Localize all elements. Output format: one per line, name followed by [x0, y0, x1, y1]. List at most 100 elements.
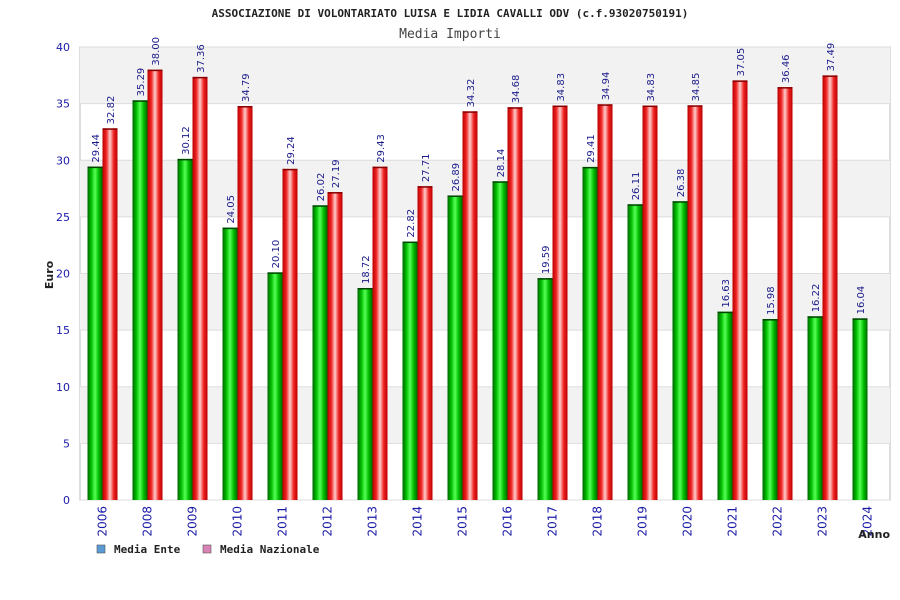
bar-cap: [447, 195, 463, 197]
bar-media-nazionale: [777, 87, 793, 500]
value-label: 16.63: [721, 279, 732, 308]
bar-media-ente: [357, 287, 373, 500]
legend-swatch-media-nazionale: [202, 544, 212, 554]
value-label: 36.46: [781, 54, 792, 83]
y-tick-label: 40: [56, 41, 70, 54]
bar-media-ente: [447, 195, 463, 500]
bar-media-nazionale: [147, 69, 163, 501]
legend-swatch-media-ente: [96, 544, 106, 554]
plot-band: [80, 386, 890, 444]
bar-cap: [552, 105, 568, 108]
bar-cap: [672, 201, 688, 203]
bar-media-ente: [177, 158, 193, 501]
value-label: 38.00: [151, 37, 162, 66]
bar-cap: [582, 166, 598, 169]
bar-media-ente: [222, 227, 238, 501]
x-tick-label: 2006: [96, 506, 110, 537]
bar-cap: [717, 311, 733, 314]
value-label: 29.44: [91, 134, 102, 163]
x-tick-label: 2016: [501, 506, 515, 537]
bar-cap: [852, 318, 868, 320]
bar-media-ente: [807, 316, 823, 500]
bar-media-ente: [672, 201, 688, 500]
x-tick-label: 2023: [816, 506, 830, 537]
x-tick-label: 2009: [186, 506, 200, 537]
bar-media-nazionale: [822, 75, 838, 500]
bar-media-ente: [582, 166, 598, 500]
bar-cap: [642, 105, 658, 108]
bar-cap: [492, 181, 508, 183]
bar-cap: [402, 241, 418, 244]
value-label: 32.82: [106, 96, 117, 125]
y-tick-label: 0: [63, 494, 70, 507]
x-tick-label: 2010: [231, 506, 245, 537]
bar-media-nazionale: [102, 128, 118, 500]
x-tick-label: 2012: [321, 506, 335, 537]
y-axis-label: Euro: [43, 260, 56, 289]
value-label: 34.32: [466, 79, 477, 108]
x-axis-ticks: 2006 2008 2009 2010 2011 2012 2013 2014 2015 2016…: [96, 506, 875, 537]
value-label: 20.10: [271, 240, 282, 269]
bar-media-ente: [132, 100, 148, 500]
bar-media-ente: [87, 166, 103, 501]
value-label: 29.41: [586, 134, 597, 163]
value-label: 24.05: [226, 195, 237, 224]
value-label: 28.14: [496, 149, 507, 178]
y-tick-label: 35: [56, 98, 70, 111]
value-label: 26.02: [316, 173, 327, 202]
x-tick-label: 2019: [636, 506, 650, 537]
x-tick-label: 2013: [366, 506, 380, 537]
bar-cap: [822, 75, 838, 77]
bar-media-nazionale: [732, 80, 748, 500]
plot-band: [80, 160, 890, 217]
x-tick-label: 2015: [456, 506, 470, 537]
bar-cap: [732, 80, 748, 82]
bar-media-ente: [312, 205, 328, 501]
value-label: 16.04: [856, 286, 867, 315]
bar-cap: [687, 105, 703, 107]
bar-media-nazionale: [552, 105, 568, 501]
bar-cap: [417, 186, 433, 188]
bar-media-nazionale: [597, 104, 613, 500]
value-label: 29.24: [286, 136, 297, 165]
bar-media-nazionale: [237, 106, 253, 501]
x-tick-label: 2020: [681, 506, 695, 537]
bar-cap: [357, 287, 373, 290]
value-label: 22.82: [406, 209, 417, 238]
grid-lines: [80, 46, 890, 501]
x-axis-label: Anno: [858, 528, 890, 541]
value-label: 18.72: [361, 255, 372, 284]
bar-cap: [462, 111, 478, 113]
bar-media-nazionale: [687, 105, 703, 500]
x-tick-label: 2022: [771, 506, 785, 537]
x-tick-label: 2024: [861, 506, 875, 537]
value-label: 34.85: [691, 73, 702, 102]
bar-cap: [132, 100, 148, 102]
value-label: 26.89: [451, 163, 462, 192]
bar-media-nazionale: [642, 105, 658, 501]
bar-media-ente: [717, 311, 733, 500]
plot-band: [80, 47, 890, 104]
y-tick-label: 5: [63, 437, 70, 450]
value-label: 37.36: [196, 44, 207, 73]
bar-cap: [807, 316, 823, 318]
bar-media-nazionale: [462, 111, 478, 501]
bar-cap: [777, 87, 793, 89]
bar-cap: [222, 227, 238, 230]
y-axis-ticks: 0 5 10 15 20 25 30 35 40: [56, 41, 70, 507]
value-label: 29.43: [376, 134, 387, 163]
value-label: 15.98: [766, 286, 777, 315]
bar-media-nazionale: [192, 76, 208, 500]
bar-cap: [177, 158, 193, 161]
y-tick-label: 30: [56, 154, 70, 167]
x-tick-label: 2008: [141, 506, 155, 537]
bar-cap: [627, 204, 643, 206]
value-label: 34.68: [511, 75, 522, 104]
value-label: 35.29: [136, 68, 147, 97]
value-labels-group: 29.44 32.82 35.29 38.00 30.12 37.36 24.05 34.79…: [91, 37, 867, 315]
bar-media-ente: [402, 241, 418, 500]
bar-media-nazionale: [282, 168, 298, 500]
bar-media-ente: [627, 204, 643, 500]
bar-cap: [597, 104, 613, 106]
